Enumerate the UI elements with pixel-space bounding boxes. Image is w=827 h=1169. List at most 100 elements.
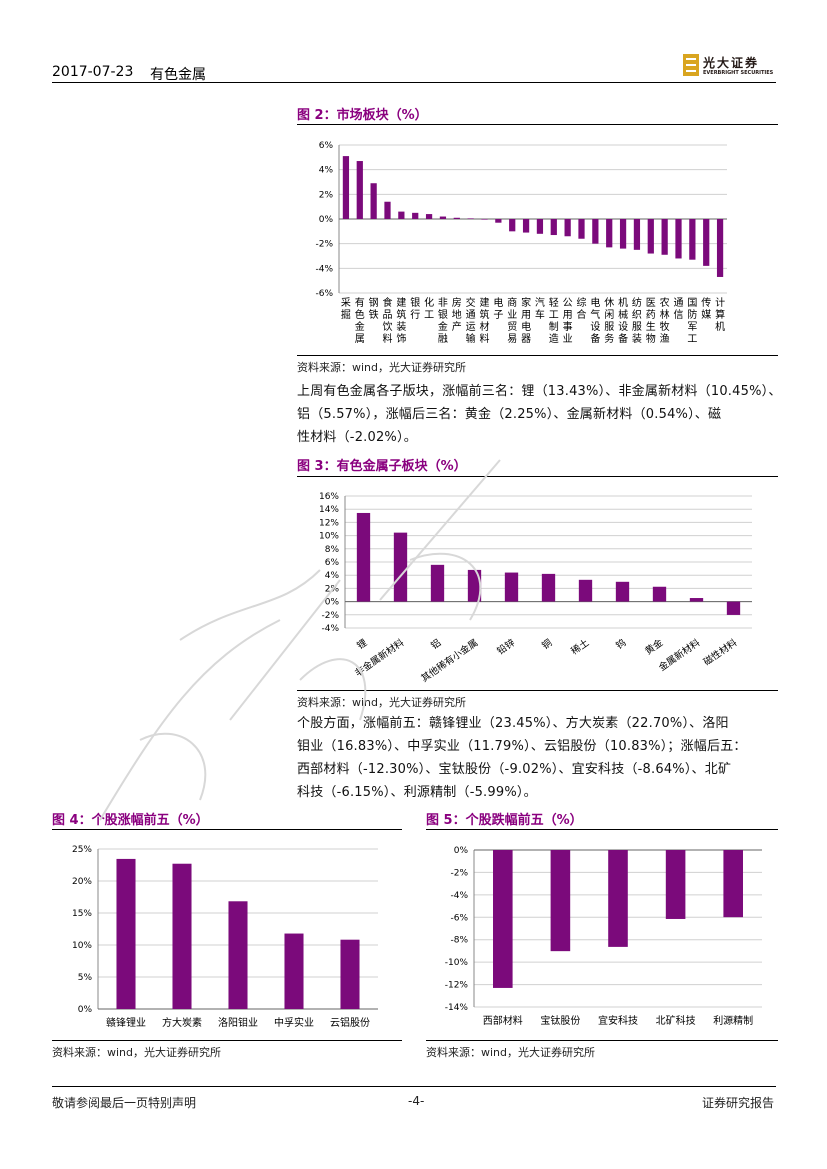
x-category-label: 贸: [507, 321, 517, 333]
x-category-label: 金属新材料: [656, 636, 702, 673]
x-category-label: 西部材料: [483, 1014, 523, 1027]
y-tick-label: 12%: [319, 518, 339, 528]
x-category-label: 渔: [660, 333, 670, 345]
x-category-label: 农: [660, 296, 670, 309]
y-tick-label: 16%: [319, 492, 339, 502]
x-category-label: 装: [632, 332, 642, 345]
x-category-label: 易: [507, 333, 517, 345]
bar: [689, 598, 704, 602]
x-category-label: 色: [355, 308, 365, 321]
x-category-label: 利源精制: [713, 1014, 753, 1027]
x-category-label: 交: [466, 296, 476, 309]
bar: [393, 532, 408, 602]
bar: [493, 850, 513, 988]
x-category-label: 赣锋锂业: [106, 1016, 146, 1029]
x-category-label: 宝钛股份: [540, 1014, 580, 1027]
x-category-label: 纺: [632, 296, 642, 309]
x-category-label: 林: [660, 308, 670, 321]
x-category-label: 铜: [540, 637, 555, 652]
x-category-label: 料: [383, 332, 393, 345]
bar: [726, 601, 741, 615]
x-category-label: 务: [604, 332, 614, 345]
bar: [522, 219, 530, 233]
y-tick-label: -10%: [445, 958, 469, 968]
bar: [592, 219, 599, 244]
x-category-label: 休: [604, 297, 614, 309]
fig2-chart: 6%4%2%0%-2%-4%-6%采掘有色金属钢铁食品饮料建筑装饰银行化工非银金…: [315, 141, 727, 345]
fig3-source: 资料来源：wind，光大证券研究所: [297, 696, 467, 709]
fig4-source: 资料来源：wind，光大证券研究所: [52, 1046, 222, 1059]
bar: [172, 863, 192, 1009]
x-category-label: 综: [577, 296, 587, 309]
x-category-label: 用: [521, 310, 531, 321]
x-category-label: 设: [618, 321, 628, 333]
x-category-label: 轻: [549, 296, 559, 309]
para1-line: 铝（5.57%），涨幅后三名：黄金（2.25%）、金属新材料（0.54%）、磁: [297, 407, 722, 422]
x-category-label: 材: [480, 320, 490, 333]
x-category-label: 铁: [369, 308, 379, 321]
x-category-label: 设: [590, 321, 600, 333]
x-category-label: 非: [438, 297, 448, 309]
bar: [661, 219, 668, 255]
header-divider: [52, 82, 776, 83]
y-tick-label: 6%: [325, 558, 340, 568]
fig4-bottom-rule: [52, 1040, 402, 1041]
bar: [116, 858, 136, 1009]
bar: [370, 183, 377, 219]
bar: [340, 939, 360, 1009]
bar: [665, 850, 686, 919]
x-category-label: 云铝股份: [330, 1017, 370, 1029]
y-tick-label: -2%: [315, 240, 333, 250]
x-category-label: 通: [466, 309, 476, 321]
x-category-label: 品: [383, 309, 393, 321]
y-tick-label: -4%: [450, 891, 468, 901]
x-category-label: 输: [466, 332, 476, 345]
para2-line: 个股方面，涨幅前五：赣锋锂业（23.45%）、方大炭素（22.70%）、洛阳: [297, 716, 729, 731]
x-category-label: 金: [355, 320, 365, 333]
y-tick-label: 0%: [325, 598, 340, 608]
x-category-label: 车: [535, 308, 545, 321]
bar: [578, 219, 585, 239]
y-tick-label: -8%: [450, 936, 468, 946]
x-category-label: 融: [438, 333, 448, 345]
x-category-label: 制: [549, 320, 559, 333]
x-category-label: 磁性材料: [701, 636, 739, 668]
logo-cn-text: 光大证券: [703, 56, 760, 70]
para2-line: 西部材料（-12.30%）、宝钛股份（-9.02%）、宜安科技（-8.64%）、…: [297, 762, 732, 777]
company-logo: 光大证券 EVERBRIGHT SECURITIES: [683, 54, 779, 80]
y-tick-label: 25%: [72, 845, 92, 855]
x-category-label: 事: [563, 320, 573, 333]
bar: [467, 569, 482, 602]
y-tick-label: 0%: [454, 846, 469, 856]
y-tick-label: 4%: [319, 166, 334, 176]
fig2-source: 资料来源：wind，光大证券研究所: [297, 361, 467, 374]
x-category-label: 药: [646, 309, 656, 321]
x-category-label: 业: [507, 309, 517, 321]
bar: [504, 572, 519, 602]
report-date: 2017-07-23: [52, 64, 134, 80]
x-category-label: 服: [632, 321, 642, 333]
x-category-label: 筑: [396, 308, 406, 321]
x-category-label: 牧: [660, 320, 670, 333]
footer-report-type: 证券研究报告: [702, 1096, 775, 1110]
x-category-label: 织: [632, 309, 642, 321]
fig2-top-rule: [297, 124, 778, 125]
para1-line: 性材料（-2.02%）。: [297, 430, 417, 445]
x-category-label: 有: [355, 296, 365, 309]
bar: [356, 161, 363, 219]
y-tick-label: 4%: [325, 571, 340, 581]
x-category-label: 备: [618, 332, 628, 345]
x-category-label: 汽: [535, 296, 545, 309]
bar: [384, 201, 391, 219]
bar: [675, 219, 682, 259]
bar: [509, 219, 516, 232]
x-category-label: 运: [466, 321, 476, 333]
bar: [564, 219, 571, 237]
x-category-label: 媒: [701, 309, 711, 321]
x-category-label: 筑: [480, 308, 490, 321]
x-category-label: 防: [687, 308, 697, 321]
x-category-label: 行: [410, 308, 420, 321]
bar: [652, 586, 667, 602]
x-category-label: 建: [480, 296, 490, 309]
x-category-label: 稀土: [569, 636, 592, 657]
